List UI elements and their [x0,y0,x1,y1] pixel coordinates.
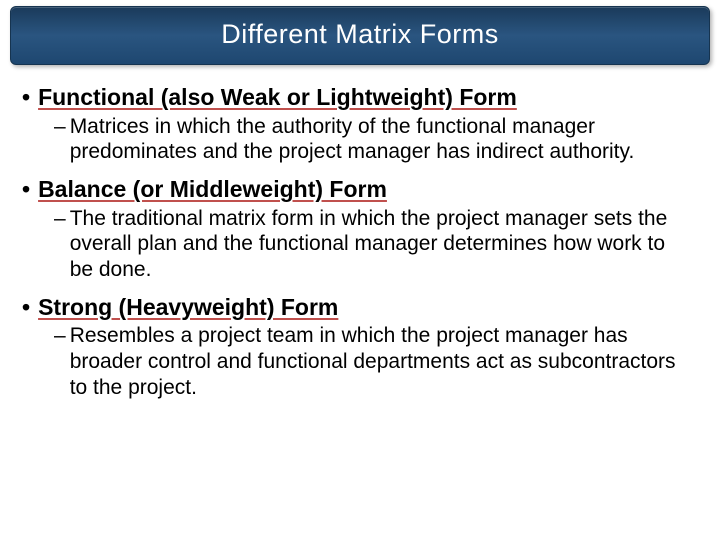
slide-title: Different Matrix Forms [221,19,499,49]
bullet-heading: • Balance (or Middleweight) Form [22,175,698,204]
bullet-heading-text: Functional (also Weak or Lightweight) Fo… [38,83,517,112]
bullet-heading: • Functional (also Weak or Lightweight) … [22,83,698,112]
dash-icon: – [54,206,66,283]
dash-icon: – [54,114,66,165]
slide-content: • Functional (also Weak or Lightweight) … [0,65,720,400]
bullet-heading: • Strong (Heavyweight) Form [22,293,698,322]
bullet-heading-text: Balance (or Middleweight) Form [38,175,387,204]
sub-item: – Resembles a project team in which the … [22,323,698,400]
bullet-item: • Functional (also Weak or Lightweight) … [22,83,698,165]
bullet-item: • Strong (Heavyweight) Form – Resembles … [22,293,698,401]
sub-item: – The traditional matrix form in which t… [22,206,698,283]
bullet-icon: • [22,83,30,112]
sub-body-text: Matrices in which the authority of the f… [70,114,688,165]
sub-item: – Matrices in which the authority of the… [22,114,698,165]
sub-body-text: The traditional matrix form in which the… [70,206,688,283]
bullet-item: • Balance (or Middleweight) Form – The t… [22,175,698,283]
sub-body-text: Resembles a project team in which the pr… [70,323,688,400]
bullet-icon: • [22,293,30,322]
dash-icon: – [54,323,66,400]
slide-title-bar: Different Matrix Forms [10,6,710,65]
sub-text: – Resembles a project team in which the … [54,323,688,400]
bullet-heading-text: Strong (Heavyweight) Form [38,293,338,322]
sub-text: – The traditional matrix form in which t… [54,206,688,283]
sub-text: – Matrices in which the authority of the… [54,114,688,165]
bullet-icon: • [22,175,30,204]
